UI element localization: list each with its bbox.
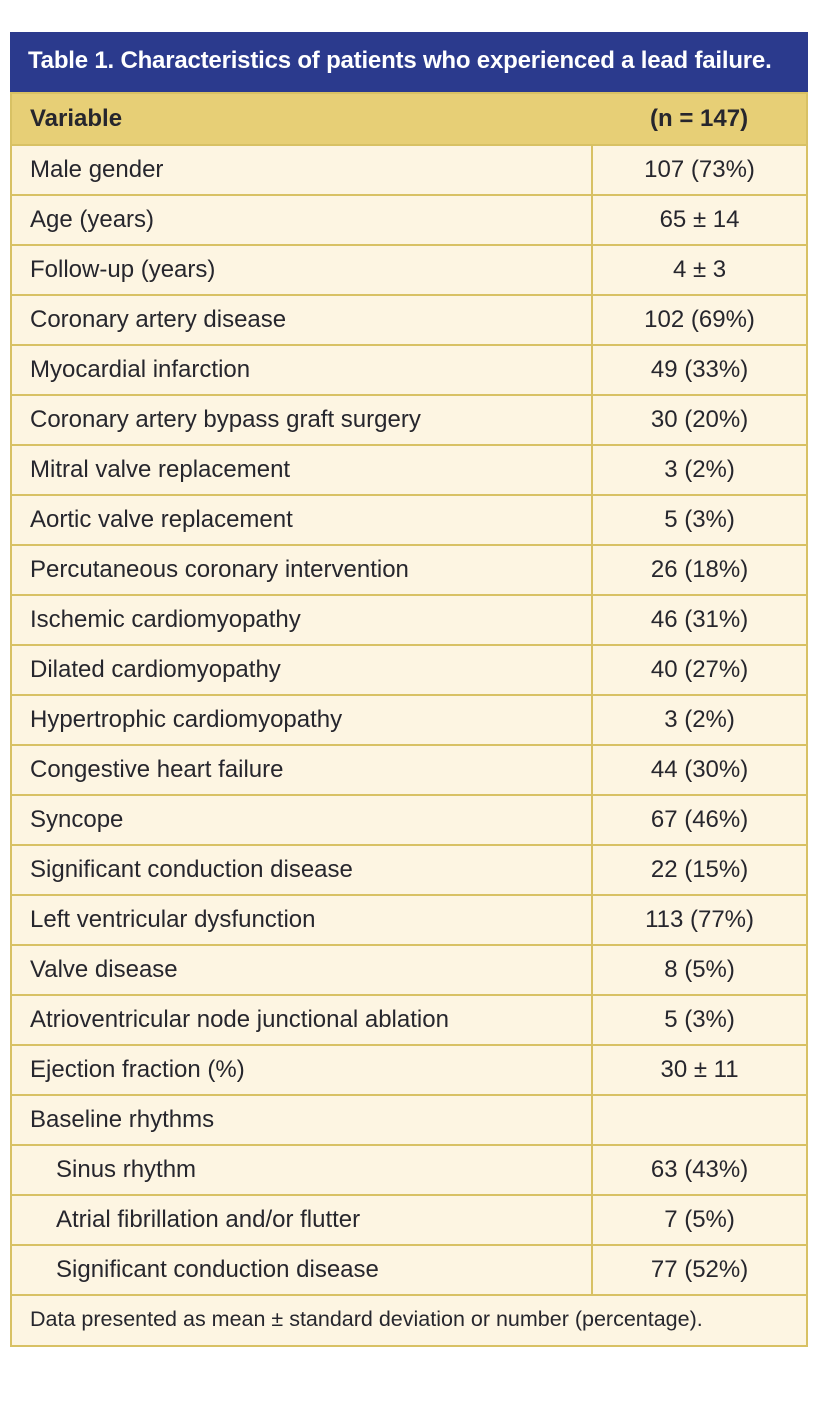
row-value: 113 (77%)	[591, 893, 808, 946]
row-label: Coronary artery bypass graft surgery	[9, 393, 594, 446]
table-row: Mitral valve replacement 3 (2%)	[9, 443, 808, 496]
table-row: Hypertrophic cardiomyopathy 3 (2%)	[9, 693, 808, 746]
row-value: 107 (73%)	[591, 143, 808, 196]
row-value: 5 (3%)	[591, 493, 808, 546]
table-row: Aortic valve replacement 5 (3%)	[9, 493, 808, 546]
row-label: Significant conduction disease	[9, 1243, 594, 1296]
row-value: 3 (2%)	[591, 443, 808, 496]
table-row: Coronary artery bypass graft surgery 30 …	[9, 393, 808, 446]
row-label: Ejection fraction (%)	[9, 1043, 594, 1096]
table-row: Syncope 67 (46%)	[9, 793, 808, 846]
row-value: 49 (33%)	[591, 343, 808, 396]
row-label: Left ventricular dysfunction	[9, 893, 594, 946]
row-label: Baseline rhythms	[9, 1093, 594, 1146]
row-value: 46 (31%)	[591, 593, 808, 646]
row-value: 63 (43%)	[591, 1143, 808, 1196]
row-label: Mitral valve replacement	[9, 443, 594, 496]
footnote-row: Data presented as mean ± standard deviat…	[10, 1293, 808, 1347]
table-subrow: Sinus rhythm 63 (43%)	[9, 1143, 808, 1196]
table-row: Percutaneous coronary intervention 26 (1…	[9, 543, 808, 596]
table-row: Age (years) 65 ± 14	[9, 193, 808, 246]
row-label: Syncope	[9, 793, 594, 846]
table-row: Valve disease 8 (5%)	[9, 943, 808, 996]
row-value: 67 (46%)	[591, 793, 808, 846]
table-row: Ejection fraction (%) 30 ± 11	[9, 1043, 808, 1096]
table-row: Significant conduction disease 22 (15%)	[9, 843, 808, 896]
row-label: Congestive heart failure	[9, 743, 594, 796]
row-label: Male gender	[9, 143, 594, 196]
row-value: 102 (69%)	[591, 293, 808, 346]
table-row: Follow-up (years) 4 ± 3	[9, 243, 808, 296]
table-subrow: Significant conduction disease 77 (52%)	[9, 1243, 808, 1296]
row-value: 30 (20%)	[591, 393, 808, 446]
row-value: 8 (5%)	[591, 943, 808, 996]
row-label: Myocardial infarction	[9, 343, 594, 396]
row-label: Valve disease	[9, 943, 594, 996]
table-row: Dilated cardiomyopathy 40 (27%)	[9, 643, 808, 696]
row-value: 30 ± 11	[591, 1043, 808, 1096]
column-header-variable: Variable	[11, 92, 593, 145]
row-value: 4 ± 3	[591, 243, 808, 296]
row-value: 40 (27%)	[591, 643, 808, 696]
table-row: Atrioventricular node junctional ablatio…	[9, 993, 808, 1046]
row-label: Coronary artery disease	[9, 293, 594, 346]
row-value: 22 (15%)	[591, 843, 808, 896]
row-value: 7 (5%)	[591, 1193, 808, 1246]
row-value: 26 (18%)	[591, 543, 808, 596]
column-header-n: (n = 147)	[592, 92, 807, 145]
table-row: Left ventricular dysfunction 113 (77%)	[9, 893, 808, 946]
row-label: Hypertrophic cardiomyopathy	[9, 693, 594, 746]
table-title: Table 1. Characteristics of patients who…	[10, 32, 808, 92]
table-figure: Table 1. Characteristics of patients who…	[9, 32, 808, 1347]
row-value: 3 (2%)	[591, 693, 808, 746]
row-value: 65 ± 14	[591, 193, 808, 246]
row-value: 44 (30%)	[591, 743, 808, 796]
row-label: Atrioventricular node junctional ablatio…	[9, 993, 594, 1046]
table-row: Congestive heart failure 44 (30%)	[9, 743, 808, 796]
row-label: Percutaneous coronary intervention	[9, 543, 594, 596]
table-row: Myocardial infarction 49 (33%)	[9, 343, 808, 396]
row-label: Sinus rhythm	[9, 1143, 594, 1196]
table-subrow: Atrial fibrillation and/or flutter 7 (5%…	[9, 1193, 808, 1246]
row-label: Dilated cardiomyopathy	[9, 643, 594, 696]
row-label: Significant conduction disease	[9, 843, 594, 896]
row-label: Age (years)	[9, 193, 594, 246]
row-value	[591, 1093, 808, 1146]
table-row: Ischemic cardiomyopathy 46 (31%)	[9, 593, 808, 646]
column-header-row: Variable (n = 147)	[11, 92, 807, 145]
row-value: 5 (3%)	[591, 993, 808, 1046]
table-row-group-header: Baseline rhythms	[9, 1093, 808, 1146]
row-label: Atrial fibrillation and/or flutter	[9, 1193, 594, 1246]
table-footnote: Data presented as mean ± standard deviat…	[10, 1293, 808, 1347]
table-row: Male gender 107 (73%)	[9, 143, 808, 196]
table-row: Coronary artery disease 102 (69%)	[9, 293, 808, 346]
row-value: 77 (52%)	[591, 1243, 808, 1296]
characteristics-table: Variable (n = 147) Male gender 107 (73%)…	[9, 91, 808, 1347]
row-label: Follow-up (years)	[9, 243, 594, 296]
row-label: Aortic valve replacement	[9, 493, 594, 546]
row-label: Ischemic cardiomyopathy	[9, 593, 594, 646]
table-body: Male gender 107 (73%) Age (years) 65 ± 1…	[9, 143, 808, 1296]
